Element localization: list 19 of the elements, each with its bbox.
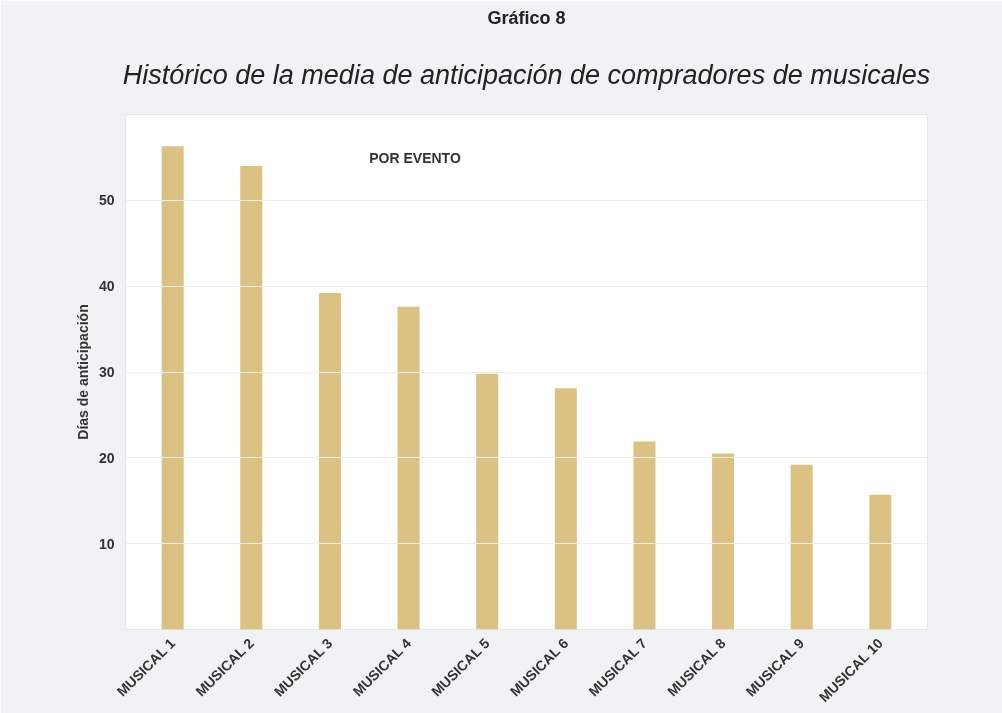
bar (161, 146, 184, 630)
bar (476, 373, 499, 630)
bar (397, 306, 420, 630)
y-axis-title: Días de anticipación (74, 304, 91, 440)
chart-title: Gráfico 8 (487, 7, 566, 28)
annotation: POR EVENTO (369, 150, 461, 166)
bar (869, 494, 892, 630)
bar (554, 388, 577, 630)
bar (712, 453, 735, 630)
chart-subtitle: Histórico de la media de anticipación de compradores de musicales (122, 59, 931, 90)
bar (318, 293, 341, 630)
y-tick-label: 30 (98, 364, 115, 380)
y-tick-label: 20 (98, 449, 115, 466)
bar (633, 441, 656, 630)
y-tick-label: 10 (98, 535, 115, 552)
bar (240, 166, 263, 630)
y-tick-label: 40 (98, 278, 115, 295)
bar (790, 464, 813, 630)
y-tick-label: 50 (98, 192, 115, 209)
